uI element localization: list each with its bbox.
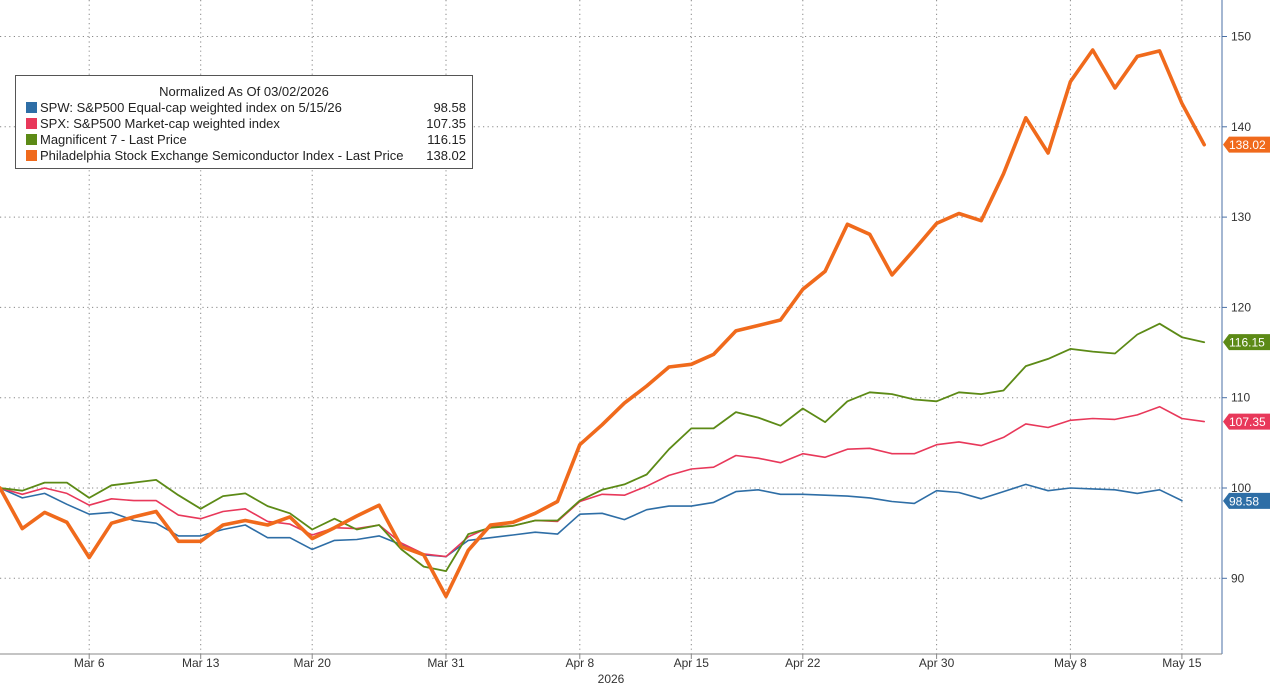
x-tick-label-mar-6: Mar 6 (74, 656, 105, 670)
badge-text-sox: 138.02 (1229, 138, 1266, 152)
x-tick-label-apr-8: Apr 8 (565, 656, 594, 670)
y-tick-label-150: 150 (1231, 30, 1251, 44)
badge-shape-spw (1223, 492, 1270, 509)
badge-spx: 107.35 (1223, 413, 1270, 430)
y-tick-label-100: 100 (1231, 481, 1251, 495)
badge-spw: 98.58 (1223, 492, 1270, 509)
last-value-badges: 98.58 107.35 116.15 138.02 (1223, 136, 1270, 509)
legend-label-spx: SPX: S&P500 Market-cap weighted index (40, 116, 280, 131)
y-axis-ticks: 90 100 110 120 130 140 150 (1222, 30, 1251, 585)
legend-value-spw: 98.58 (433, 100, 466, 115)
legend-title: Normalized As Of 03/02/2026 (159, 84, 329, 99)
series-group (0, 48, 1206, 599)
x-tick-label-apr-30: Apr 30 (919, 656, 955, 670)
legend-label-spw: SPW: S&P500 Equal-cap weighted index on … (40, 100, 342, 115)
y-tick-label-140: 140 (1231, 120, 1251, 134)
badge-sox: 138.02 (1223, 136, 1270, 153)
legend-item-sox: Philadelphia Stock Exchange Semiconducto… (16, 148, 472, 164)
series-line-sox (0, 48, 1206, 599)
legend-item-spw: SPW: S&P500 Equal-cap weighted index on … (16, 100, 472, 116)
legend-swatch-spx (26, 118, 37, 129)
badge-shape-sox (1223, 136, 1270, 153)
badge-text-mag7: 116.15 (1229, 336, 1265, 350)
x-tick-label-apr-15: Apr 15 (674, 656, 710, 670)
y-tick-label-110: 110 (1231, 391, 1250, 405)
grid-lines (0, 0, 1222, 654)
legend-value-mag7: 116.15 (427, 132, 466, 147)
x-tick-label-may-8: May 8 (1054, 656, 1087, 670)
legend-item-spx: SPX: S&P500 Market-cap weighted index 10… (16, 116, 472, 132)
legend-label-mag7: Magnificent 7 - Last Price (40, 132, 187, 147)
legend-item-mag7: Magnificent 7 - Last Price 116.15 (16, 132, 472, 148)
series-line-spx (0, 405, 1205, 558)
x-tick-label-mar-20: Mar 20 (294, 656, 332, 670)
x-tick-label-may-15: May 15 (1162, 656, 1202, 670)
y-tick-label-130: 130 (1231, 210, 1251, 224)
x-tick-label-mar-31: Mar 31 (427, 656, 465, 670)
legend-swatch-sox (26, 150, 37, 161)
legend: Normalized As Of 03/02/2026 SPW: S&P500 … (15, 75, 473, 169)
badge-shape-mag7 (1223, 334, 1270, 351)
x-tick-label-mar-13: Mar 13 (182, 656, 220, 670)
badge-mag7: 116.15 (1223, 334, 1270, 351)
legend-swatch-spw (26, 102, 37, 113)
legend-value-sox: 138.02 (426, 148, 466, 163)
series-line-mag7 (0, 322, 1206, 572)
x-axis-ticks: Mar 6 Mar 13 Mar 20 Mar 31 Apr 8 Apr 15 Apr 22… (74, 654, 1202, 670)
y-tick-label-90: 90 (1231, 571, 1245, 585)
x-tick-label-apr-22: Apr 22 (785, 656, 821, 670)
legend-value-spx: 107.35 (426, 116, 466, 131)
legend-swatch-mag7 (26, 134, 37, 145)
x-axis-year-label: 2026 (598, 672, 625, 683)
badge-text-spw: 98.58 (1229, 494, 1259, 508)
legend-label-sox: Philadelphia Stock Exchange Semiconducto… (40, 148, 404, 163)
series-line-spw (0, 483, 1183, 558)
badge-shape-spx (1223, 413, 1270, 430)
y-tick-label-120: 120 (1231, 300, 1251, 314)
badge-text-spx: 107.35 (1229, 415, 1266, 429)
